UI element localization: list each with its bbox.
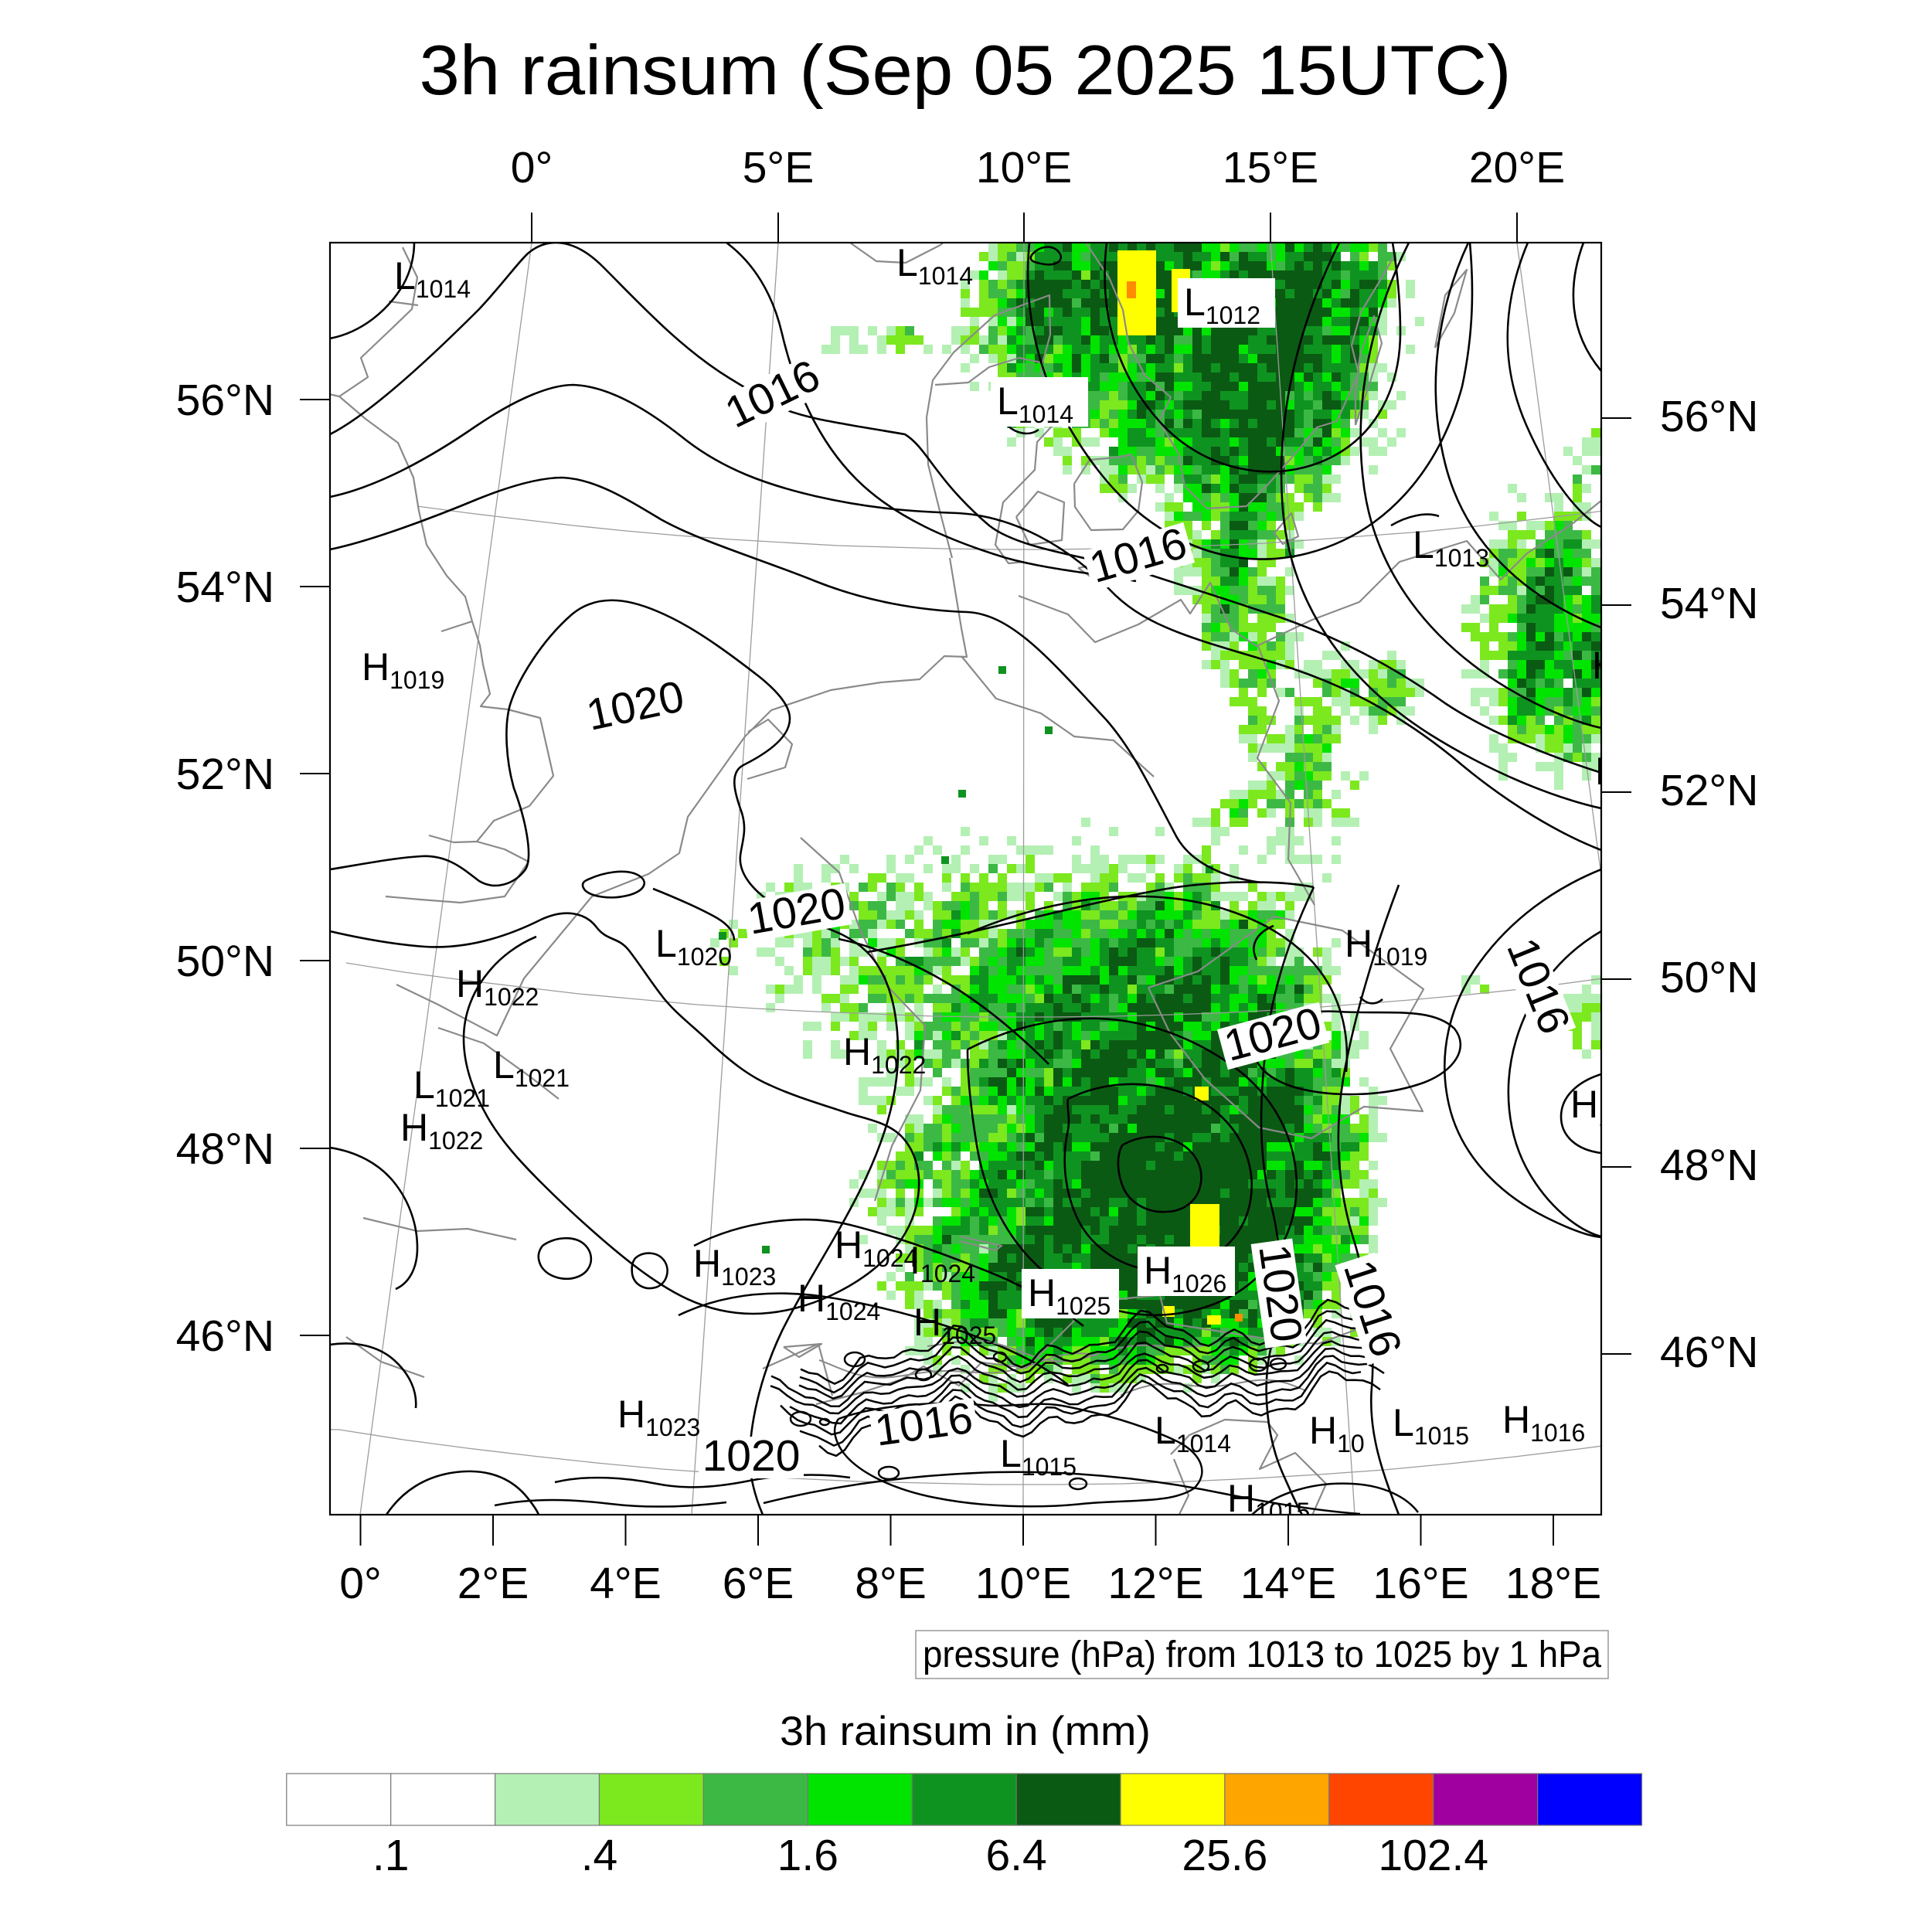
svg-text:12°E: 12°E — [1107, 1559, 1203, 1608]
svg-text:54°N: 54°N — [1660, 579, 1758, 628]
svg-text:3h rainsum in (mm): 3h rainsum in (mm) — [780, 1709, 1151, 1754]
svg-text:10°E: 10°E — [975, 1559, 1071, 1608]
svg-text:6°E: 6°E — [723, 1559, 794, 1608]
svg-text:4°E: 4°E — [590, 1559, 662, 1608]
svg-text:H10: H10 — [1592, 644, 1648, 692]
svg-text:10°E: 10°E — [976, 143, 1072, 192]
svg-text:52°N: 52°N — [1660, 766, 1758, 815]
svg-text:.1: .1 — [372, 1831, 410, 1880]
svg-text:0°: 0° — [511, 143, 553, 192]
svg-text:15°E: 15°E — [1223, 143, 1318, 192]
svg-text:2°E: 2°E — [457, 1559, 529, 1608]
svg-text:H1025: H1025 — [913, 1301, 996, 1349]
svg-text:20°E: 20°E — [1469, 143, 1565, 192]
svg-text:46°N: 46°N — [176, 1311, 274, 1361]
svg-text:16°E: 16°E — [1372, 1559, 1468, 1608]
svg-text:1020: 1020 — [702, 1431, 801, 1481]
svg-text:pressure (hPa) from 1013 to 10: pressure (hPa) from 1013 to 1025 by 1 hP… — [923, 1634, 1601, 1675]
svg-text:1.6: 1.6 — [777, 1831, 838, 1880]
svg-text:50°N: 50°N — [176, 937, 274, 986]
svg-text:52°N: 52°N — [176, 750, 274, 799]
svg-text:25.6: 25.6 — [1182, 1831, 1267, 1880]
svg-text:3h rainsum (Sep 05 2025 15UTC): 3h rainsum (Sep 05 2025 15UTC) — [420, 32, 1512, 110]
svg-text:5°E: 5°E — [743, 143, 815, 192]
svg-text:H10: H10 — [1570, 1083, 1626, 1131]
svg-text:56°N: 56°N — [1660, 392, 1758, 441]
svg-text:48°N: 48°N — [176, 1124, 274, 1174]
svg-text:14°E: 14°E — [1240, 1559, 1336, 1608]
svg-text:102.4: 102.4 — [1378, 1831, 1488, 1880]
svg-text:46°N: 46°N — [1660, 1328, 1758, 1377]
svg-text:18°E: 18°E — [1505, 1559, 1601, 1608]
svg-text:0°: 0° — [339, 1559, 382, 1608]
svg-text:48°N: 48°N — [1660, 1141, 1758, 1190]
svg-text:56°N: 56°N — [176, 376, 274, 425]
svg-text:.4: .4 — [581, 1831, 618, 1880]
svg-text:54°N: 54°N — [176, 563, 274, 612]
svg-text:50°N: 50°N — [1660, 953, 1758, 1002]
svg-text:6.4: 6.4 — [985, 1831, 1046, 1880]
svg-text:L10: L10 — [1595, 750, 1644, 798]
svg-text:8°E: 8°E — [855, 1559, 927, 1608]
